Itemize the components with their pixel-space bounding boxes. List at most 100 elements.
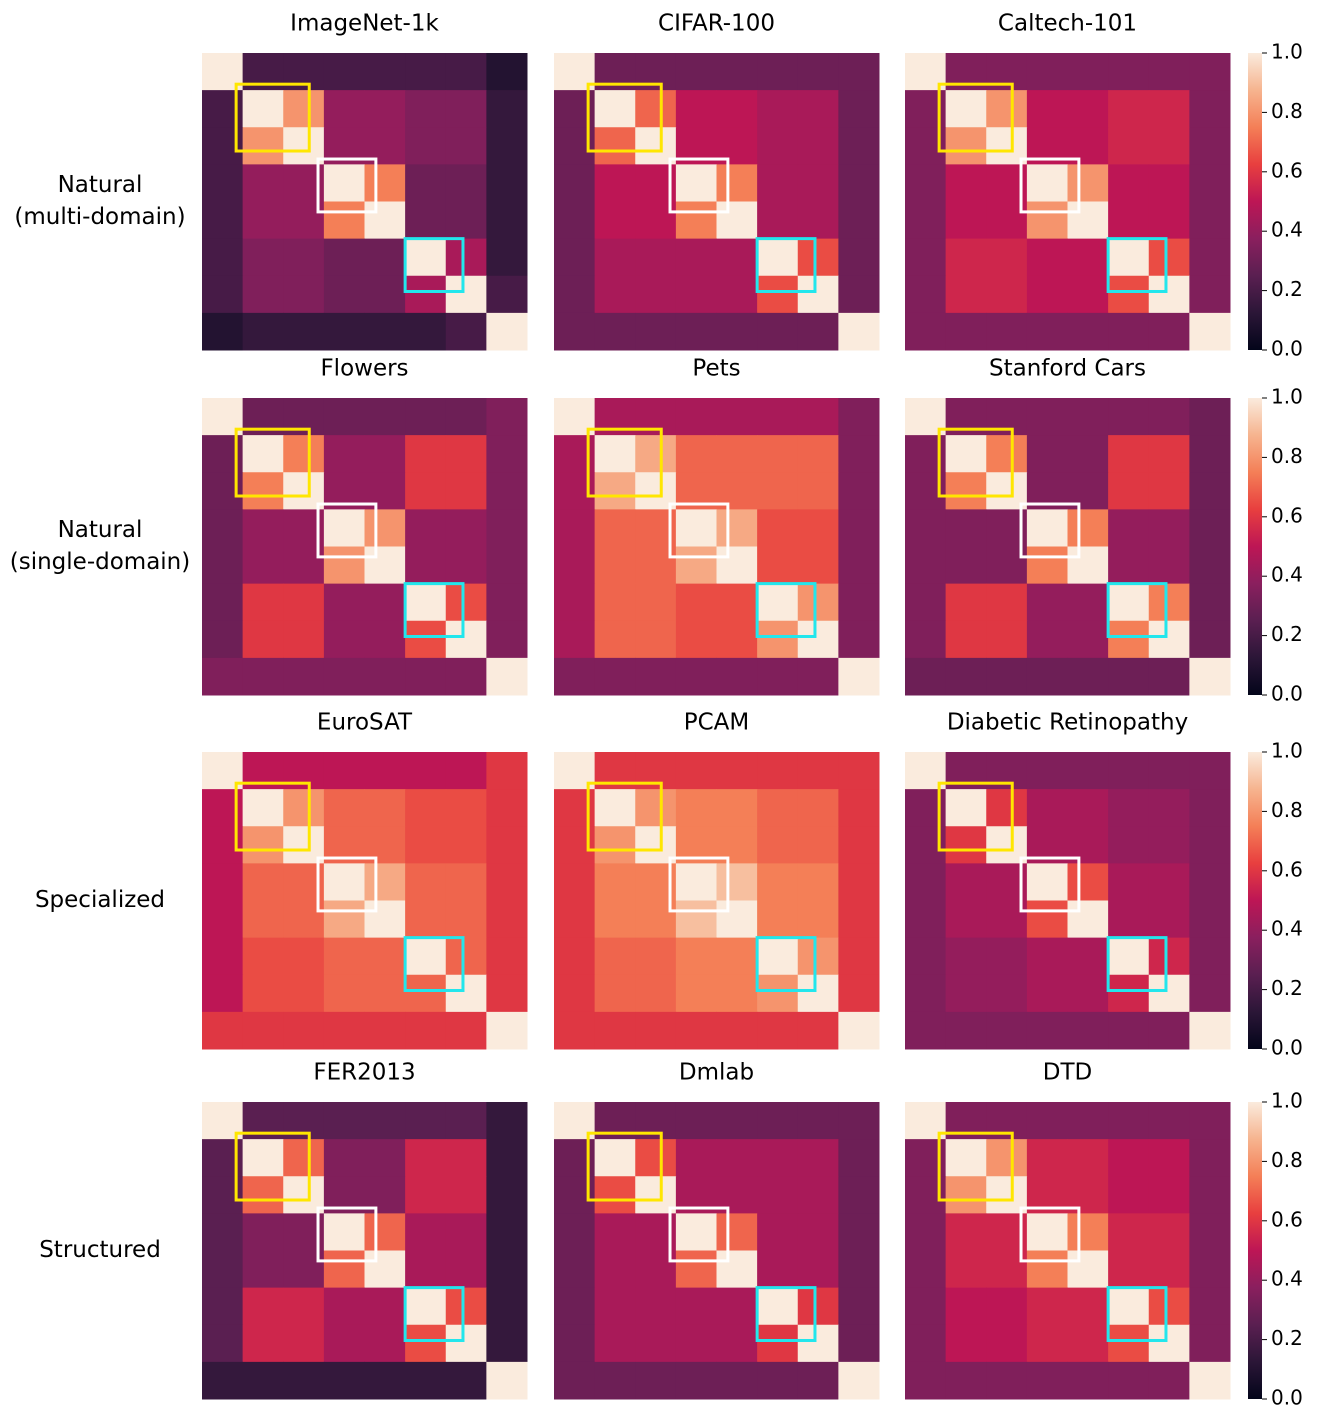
heatmap-cell	[797, 164, 839, 202]
heatmap-cell	[554, 1213, 596, 1251]
heatmap-cell	[757, 53, 799, 91]
heatmap-cell	[716, 312, 758, 351]
highlight-box	[755, 936, 817, 992]
heatmap-cell	[283, 90, 325, 128]
highlight-box	[937, 1131, 1014, 1202]
heatmap-cell	[1189, 435, 1231, 473]
heatmap-cell	[1026, 1011, 1068, 1050]
colorbar-tick-label: 1.0	[1271, 739, 1303, 763]
heatmap-cell	[364, 546, 406, 585]
heatmap-cell	[594, 1250, 636, 1289]
heatmap-cell	[905, 275, 947, 314]
heatmap-cell	[716, 238, 758, 277]
heatmap-cell	[945, 826, 987, 864]
heatmap-cell	[757, 752, 799, 790]
heatmap-cell	[445, 1324, 487, 1363]
heatmap-cell	[838, 275, 880, 314]
heatmap-cell	[445, 127, 487, 165]
heatmap-cell	[364, 620, 406, 659]
heatmap-cell	[757, 312, 799, 351]
heatmap-cell	[1026, 657, 1068, 696]
heatmap-cell	[986, 657, 1028, 696]
highlight-box	[1106, 936, 1168, 992]
heatmap-cell	[675, 620, 717, 659]
heatmap-cell	[986, 583, 1028, 622]
heatmap-cell	[905, 312, 947, 351]
heatmap-cell	[1108, 472, 1150, 510]
heatmap-cell	[1148, 90, 1190, 128]
heatmap-cell	[635, 937, 677, 976]
colorbar-tick-label: 0.6	[1271, 1207, 1303, 1231]
heatmap-cell	[716, 275, 758, 314]
heatmap-cell	[1108, 863, 1150, 901]
heatmap-cell	[405, 826, 447, 864]
heatmap-cell	[1108, 1139, 1150, 1177]
heatmap-cell	[364, 937, 406, 976]
heatmap-cell	[757, 900, 799, 939]
heatmap-cell	[445, 1176, 487, 1214]
heatmap-cell	[202, 620, 244, 659]
heatmap-cell	[716, 1102, 758, 1140]
heatmap-cell	[283, 583, 325, 622]
heatmap-cell	[323, 620, 365, 659]
heatmap-cell	[1148, 789, 1190, 827]
heatmap-cell	[838, 472, 880, 510]
heatmap-cell	[364, 275, 406, 314]
heatmap-cell	[797, 937, 839, 976]
heatmap-cell	[486, 900, 528, 939]
heatmap-cell	[716, 1250, 758, 1289]
heatmap-cell	[1026, 201, 1068, 240]
heatmap-cell	[242, 620, 284, 659]
heatmap-cell	[1189, 1287, 1231, 1326]
heatmap-cell	[405, 583, 447, 622]
heatmap-cell	[716, 620, 758, 659]
heatmap-cell	[364, 312, 406, 351]
heatmap-cell	[364, 657, 406, 696]
heatmap-cell	[1189, 789, 1231, 827]
heatmap-cell	[1148, 164, 1190, 202]
heatmap-cell	[1067, 620, 1109, 659]
heatmap-cell	[1067, 275, 1109, 314]
heatmap-cell	[1148, 1250, 1190, 1289]
heatmap-cell	[675, 312, 717, 351]
heatmap-cell	[716, 1361, 758, 1400]
heatmap-cell	[945, 275, 987, 314]
heatmap-cell	[445, 900, 487, 939]
heatmap-cell	[986, 238, 1028, 277]
heatmap-cell	[405, 1176, 447, 1214]
heatmap-cell	[1108, 312, 1150, 351]
heatmap-cell	[838, 1324, 880, 1363]
heatmap-cell	[757, 863, 799, 901]
heatmap-cell	[1148, 1176, 1190, 1214]
highlight-box	[937, 427, 1014, 498]
heatmap-cell	[594, 275, 636, 314]
heatmap-cell	[594, 1011, 636, 1050]
heatmap-cell	[323, 900, 365, 939]
heatmap-cell	[323, 1287, 365, 1326]
panel-title: EuroSAT	[317, 710, 413, 736]
colorbar-tick-label: 1.0	[1271, 1089, 1303, 1113]
heatmap-cell	[838, 546, 880, 585]
heatmap-cell	[364, 435, 406, 473]
heatmap-cell	[323, 164, 365, 202]
heatmap-cell	[486, 1287, 528, 1326]
heatmap-cell	[486, 472, 528, 510]
heatmap-cell	[364, 1361, 406, 1400]
heatmap-cell	[945, 583, 987, 622]
heatmap-cell	[757, 937, 799, 976]
heatmap-cell	[675, 1213, 717, 1251]
heatmap-cell	[486, 509, 528, 547]
heatmap-cell	[1148, 546, 1190, 585]
heatmap-cell	[757, 1011, 799, 1050]
heatmap-cell	[202, 201, 244, 240]
heatmap-cell	[242, 1176, 284, 1214]
heatmap-cell	[405, 1324, 447, 1363]
heatmap-cell	[405, 127, 447, 165]
heatmap-cell	[242, 657, 284, 696]
heatmap-cell	[445, 620, 487, 659]
heatmap-cell	[554, 900, 596, 939]
heatmap-cell	[445, 937, 487, 976]
heatmap-cell	[757, 238, 799, 277]
heatmap-cell	[405, 1139, 447, 1177]
heatmap-cell	[1148, 201, 1190, 240]
